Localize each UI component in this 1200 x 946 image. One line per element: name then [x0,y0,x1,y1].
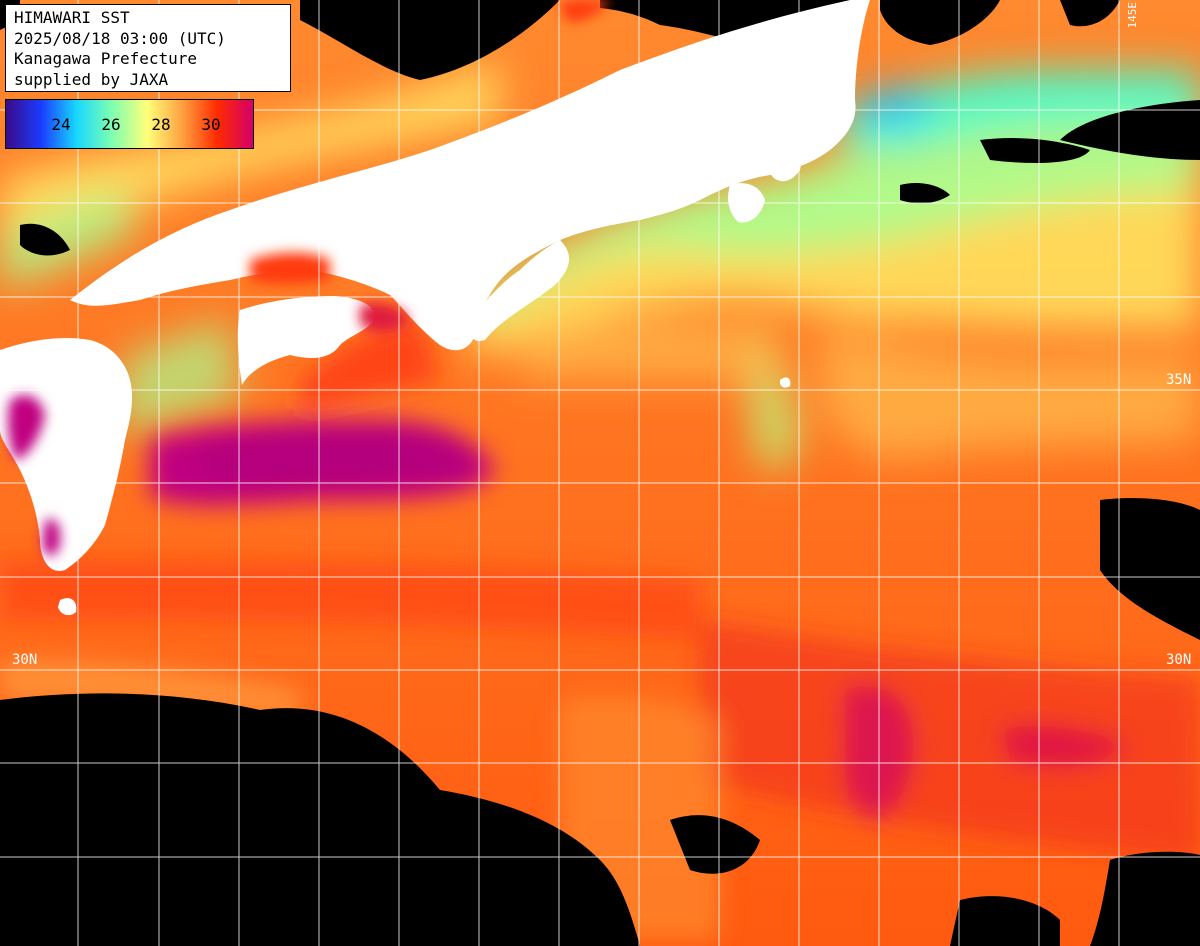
land-kyushu [0,338,133,571]
warm-water-zones [0,320,1200,940]
credit: supplied by JAXA [14,69,169,89]
coastal-hot-spots [7,0,610,557]
lat-label-30n-right: 30N [1166,652,1192,668]
lat-label-35n-right: 35N [1166,372,1192,388]
legend-tick-26: 26 [101,115,121,134]
legend-tick-30: 30 [201,115,221,134]
legend-tick-24: 24 [51,115,71,134]
lat-label-30n-left: 30N [12,652,38,668]
cool-water-zones [0,60,1200,471]
temperature-legend: 24 26 28 30 [5,99,254,149]
lat-label-35n-left: 35N [12,372,38,388]
info-box: HIMAWARI SST 2025/08/18 03:00 (UTC) Kana… [5,4,291,92]
product-title: HIMAWARI SST [14,8,130,27]
organization: Kanagawa Prefecture [14,49,198,68]
timestamp: 2025/08/18 03:00 (UTC) [14,28,226,48]
legend-color-bar [6,100,253,148]
legend-tick-28: 28 [151,115,171,134]
land-shikoku [237,296,375,385]
lon-label-top: 145E [1126,2,1139,29]
